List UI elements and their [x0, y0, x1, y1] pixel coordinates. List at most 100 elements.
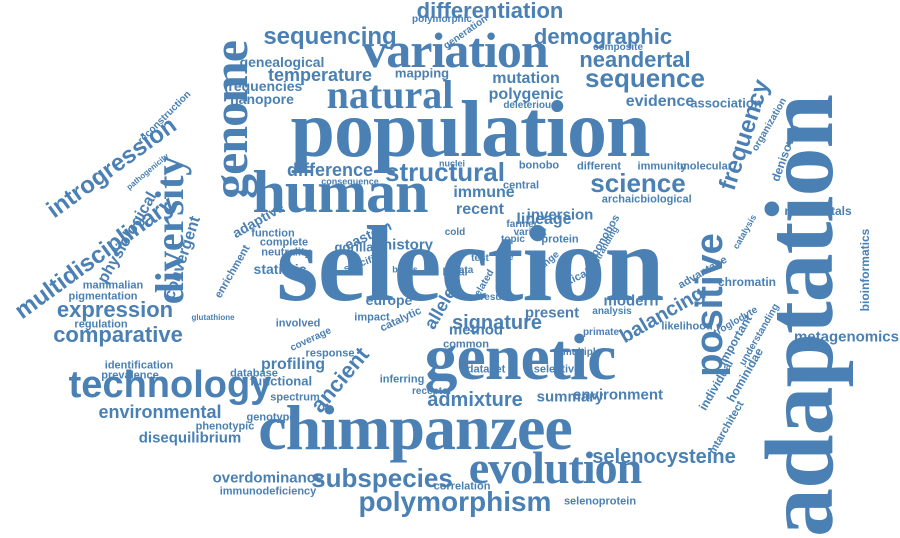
word-functional: functional	[249, 373, 313, 389]
word-data: data	[452, 265, 474, 276]
word-nanopore: nanopore	[230, 91, 294, 107]
word-environment: environment	[572, 386, 664, 404]
word-mammalian: mammalian	[82, 279, 144, 292]
word-overdominance: overdominance	[212, 469, 324, 487]
word-neandertals: neandertals	[784, 204, 852, 218]
word-likelihood: likelihood	[661, 320, 713, 333]
word-inferring: inferring	[379, 373, 425, 386]
word-genetic: genetic	[424, 321, 617, 394]
word-neandertal: neandertal	[579, 47, 691, 72]
word-signature: signature	[451, 312, 543, 334]
word-science: science	[590, 168, 686, 198]
word-subspecies: subspecies	[311, 463, 453, 493]
word-primate: primate	[582, 327, 620, 338]
word-glutathione: glutathione	[191, 313, 235, 322]
word-difference: difference	[286, 160, 374, 180]
word-involved: involved	[275, 317, 321, 330]
word-mapping: mapping	[394, 65, 450, 81]
word-admixture: admixture	[427, 389, 523, 411]
word-cold: cold	[444, 227, 466, 238]
word-different: different	[577, 160, 621, 173]
word-pigmentation: pigmentation	[68, 290, 138, 303]
word-expression: expression	[56, 297, 174, 322]
word-modern: modern	[603, 292, 659, 310]
word-neutrality: neutrality	[261, 246, 311, 259]
word-dataset: dataset	[466, 363, 506, 376]
word-complete: complete	[259, 236, 309, 249]
word-archaic: archaic	[601, 193, 641, 206]
word-variation: variation	[362, 22, 548, 78]
word-chromatin: chromatin	[717, 275, 777, 289]
word-composite: composite	[592, 42, 644, 53]
word-natural: natural	[326, 72, 454, 117]
word-topic: topic	[501, 234, 525, 245]
word-analysis: analysis	[592, 306, 632, 317]
word-immunodeficiency: immunodeficiency	[219, 485, 317, 498]
word-selection: selection	[276, 205, 665, 324]
word-identification: identification	[104, 359, 174, 372]
word-metagenomics: metagenomics	[793, 328, 899, 346]
word-demographic: demographic	[533, 24, 673, 49]
word-genotype: genotype	[246, 411, 296, 424]
word-sequence: sequence	[585, 63, 705, 93]
word-structural: structural	[385, 157, 505, 187]
word-enrichment: enrichment	[212, 243, 253, 301]
word-summary: summary	[536, 388, 604, 406]
word-evidence: evidence	[625, 93, 695, 110]
word-statistic: statistic	[253, 261, 307, 277]
word-method: method	[448, 321, 504, 339]
word-chimpanzee: chimpanzee	[258, 392, 572, 463]
word-history: history	[382, 236, 434, 254]
word-protein: protein	[541, 233, 579, 246]
word-profiling: profiling	[261, 356, 325, 373]
word-disequilibrium: disequilibrium	[138, 429, 242, 447]
word-europe: europe	[365, 292, 413, 308]
word-correlation: correlation	[433, 480, 491, 493]
word-selective: selective	[533, 363, 581, 376]
word-central: central	[502, 179, 540, 192]
word-environmental: environmental	[98, 402, 222, 422]
word-consequence: consequence	[321, 176, 379, 187]
word-differentiation: differentiation	[416, 0, 564, 23]
word-result: result	[480, 292, 508, 303]
word-comparative: comparative	[53, 322, 183, 347]
word-lineage: lineage	[516, 211, 572, 228]
word-genealogical: genealogical	[239, 54, 325, 70]
word-recent: recent	[455, 201, 505, 218]
word-receptor: receptor	[411, 386, 453, 397]
word-phenotypic: phenotypic	[195, 420, 255, 433]
word-common: common	[443, 338, 489, 351]
word-farmer: farmer	[506, 219, 538, 230]
word-regulation: regulation	[74, 318, 128, 331]
word-sequencing: sequencing	[263, 23, 397, 50]
word-human: human	[252, 159, 428, 225]
word-inversion: inversion	[526, 206, 594, 224]
word-variant: variant	[513, 227, 547, 238]
word-site: site	[496, 252, 514, 263]
word-present: present	[524, 304, 580, 322]
word-multiple: multiple	[562, 347, 602, 358]
word-database: database	[230, 367, 278, 380]
word-bayes: bayes	[392, 264, 418, 275]
word-local: local	[442, 266, 468, 279]
word-gorilla: gorilla	[334, 239, 374, 255]
word-evolution: evolution	[468, 442, 642, 493]
word-impact: impact	[354, 311, 390, 324]
word-nuclei: nuclei	[438, 158, 466, 169]
word-frequencies: frequencies	[223, 78, 303, 94]
word-spectrum: spectrum	[270, 391, 320, 404]
word-biological: biological	[640, 193, 692, 206]
word-mutation: mutation	[492, 70, 560, 87]
word-association: association	[690, 95, 762, 111]
word-bonobo: bonobo	[518, 159, 560, 172]
word-temperature: temperature	[267, 65, 373, 85]
word-response: response	[305, 347, 355, 360]
word-polygenic: polygenic	[488, 86, 564, 103]
word-molecular: molecular	[680, 160, 732, 173]
word-prevalence: prevalence	[101, 369, 159, 382]
word-selenoprotein: selenoprotein	[563, 495, 637, 508]
word-polymorphism: polymorphism	[358, 486, 552, 517]
word-polymorphic: polymorphic	[411, 14, 473, 25]
word-test: test	[471, 253, 489, 264]
